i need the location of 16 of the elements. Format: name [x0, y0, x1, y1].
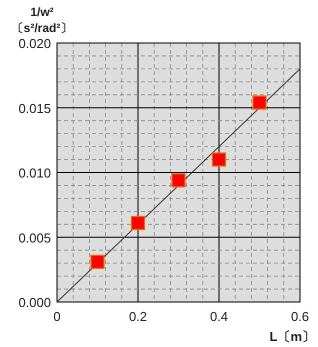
point	[171, 173, 186, 188]
x-tick-label: 0.6	[290, 309, 310, 324]
point	[130, 216, 146, 230]
x-axis-title: L〔m〕	[270, 329, 315, 344]
y-tick-label: 0.000	[18, 295, 51, 310]
y-tick-label: 0.015	[18, 100, 51, 116]
point	[90, 254, 105, 269]
y-tick-label: 0.020	[18, 36, 51, 51]
point	[212, 152, 226, 167]
y-axis-title: 1/w² 〔s²/rad²〕	[12, 5, 72, 35]
y-tick-label: 0.010	[18, 166, 51, 180]
x-tick-label: 0	[53, 309, 61, 324]
point	[252, 95, 267, 110]
x-tick-label: 0.2	[128, 309, 148, 324]
y-tick-label: 0.005	[18, 230, 51, 246]
x-tick-label: 0.4	[210, 309, 228, 324]
